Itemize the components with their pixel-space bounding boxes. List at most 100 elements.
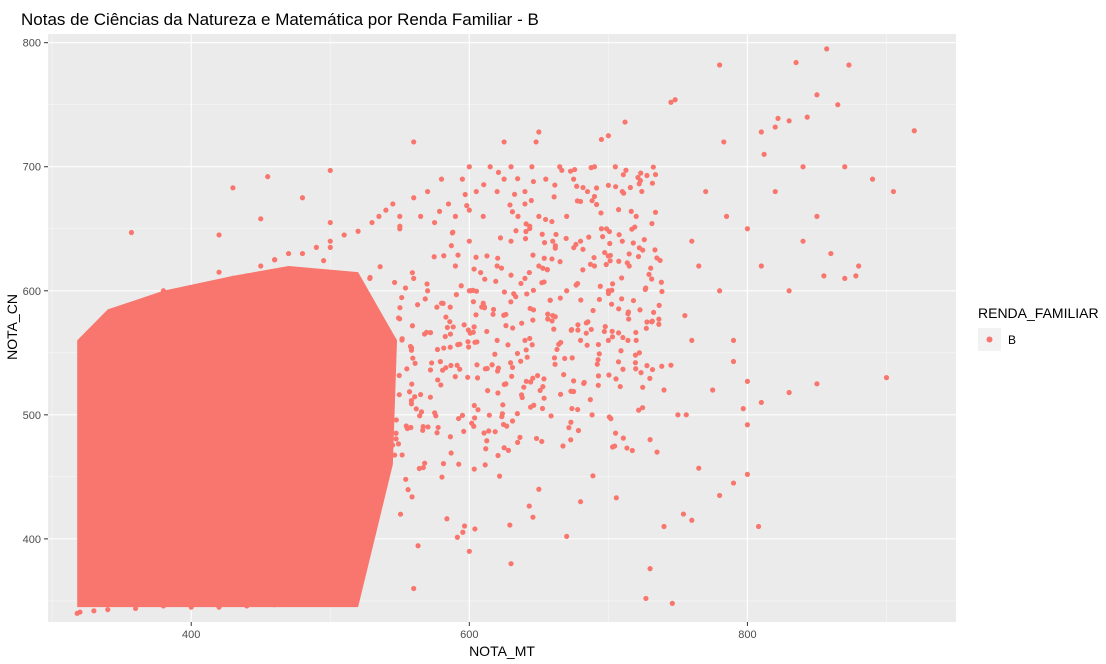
scatter-point (465, 374, 471, 380)
scatter-point (459, 176, 465, 182)
scatter-point (282, 397, 288, 403)
scatter-point (658, 279, 664, 285)
scatter-point (656, 321, 662, 327)
scatter-point (575, 406, 581, 413)
scatter-point (638, 170, 644, 176)
scatter-point (347, 457, 354, 463)
scatter-point (605, 182, 611, 188)
scatter-point (312, 398, 318, 404)
scatter-point (275, 407, 281, 414)
scatter-point (635, 253, 642, 260)
scatter-point (297, 406, 303, 412)
scatter-point (88, 500, 94, 506)
scatter-point (99, 435, 105, 441)
scatter-point (495, 169, 502, 175)
scatter-point (473, 188, 479, 195)
scatter-point (397, 213, 403, 219)
scatter-point (185, 389, 191, 395)
scatter-point (327, 598, 333, 604)
scatter-point (556, 341, 562, 347)
scatter-point (650, 164, 656, 170)
scatter-point (216, 269, 222, 275)
scatter-point (342, 395, 348, 402)
scatter-point (261, 557, 267, 563)
scatter-point (518, 280, 524, 287)
scatter-point (626, 316, 632, 322)
scatter-point (123, 440, 129, 446)
scatter-point (195, 538, 201, 545)
scatter-point (280, 517, 286, 524)
scatter-point (320, 456, 326, 462)
scatter-point (513, 294, 519, 300)
scatter-point (169, 456, 175, 462)
scatter-point (549, 318, 555, 324)
scatter-point (144, 349, 150, 355)
scatter-point (273, 419, 279, 426)
scatter-point (473, 288, 480, 294)
scatter-point (128, 229, 135, 236)
scatter-point (444, 324, 450, 331)
scatter-point (360, 387, 366, 393)
scatter-point (101, 450, 107, 456)
scatter-point (79, 433, 85, 439)
scatter-point (575, 322, 581, 328)
scatter-point (340, 362, 346, 368)
scatter-point (212, 404, 218, 411)
scatter-point (408, 401, 415, 407)
scatter-point (484, 438, 490, 444)
scatter-point (178, 434, 184, 441)
scatter-point (487, 164, 493, 170)
scatter-point (473, 312, 479, 318)
scatter-point (420, 464, 426, 471)
scatter-point (229, 355, 236, 361)
scatter-point (167, 435, 173, 442)
scatter-point (318, 370, 324, 376)
scatter-point (148, 436, 154, 442)
scatter-point (540, 384, 546, 390)
scatter-point (494, 263, 500, 269)
scatter-point (577, 238, 584, 244)
scatter-point (302, 423, 309, 429)
scatter-point (326, 531, 333, 537)
scatter-point (577, 499, 584, 505)
scatter-point (620, 172, 626, 178)
scatter-point (493, 278, 499, 284)
scatter-point (649, 366, 656, 373)
scatter-point (125, 556, 131, 563)
scatter-point (303, 541, 310, 547)
scatter-point (296, 375, 302, 381)
scatter-point (199, 333, 205, 339)
scatter-point (332, 476, 338, 482)
scatter-point (305, 325, 311, 331)
scatter-point (613, 184, 619, 190)
scatter-point (590, 307, 596, 314)
scatter-point (522, 236, 529, 242)
scatter-point (530, 317, 536, 323)
scatter-point (256, 546, 262, 552)
scatter-point (500, 402, 506, 408)
scatter-point (584, 342, 590, 348)
scatter-point (236, 484, 243, 491)
scatter-point (246, 402, 252, 408)
scatter-point (302, 378, 309, 384)
scatter-point (545, 316, 551, 322)
scatter-point (370, 458, 376, 464)
scatter-point (612, 164, 618, 170)
scatter-point (272, 257, 278, 263)
scatter-point (551, 194, 557, 200)
scatter-point (378, 437, 384, 444)
scatter-point (560, 443, 566, 449)
scatter-point (122, 564, 128, 570)
scatter-point (212, 383, 218, 389)
scatter-point (103, 490, 109, 496)
scatter-point (111, 444, 117, 451)
scatter-point (302, 436, 308, 442)
scatter-point (164, 409, 170, 416)
scatter-point (486, 428, 492, 434)
scatter-point (408, 424, 414, 431)
scatter-point (647, 437, 653, 443)
scatter-point (160, 603, 167, 609)
scatter-point (569, 326, 575, 333)
scatter-point (534, 372, 541, 379)
scatter-point (238, 566, 244, 573)
